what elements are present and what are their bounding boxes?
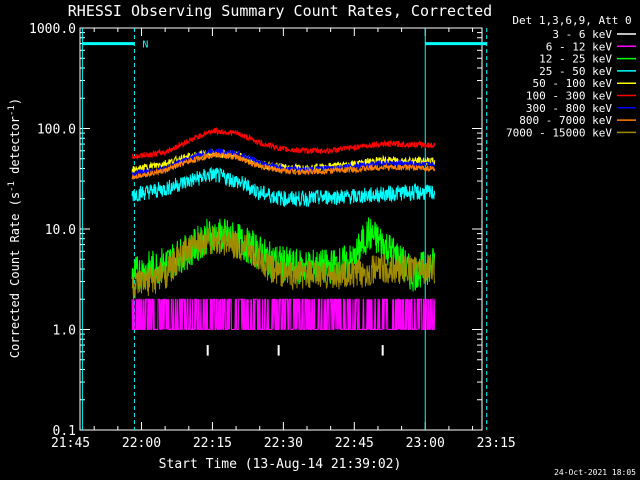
series-line: [131, 147, 436, 179]
annotation-label: N: [142, 40, 148, 51]
x-tick-label: 21:45: [51, 436, 90, 451]
y-tick-label: 1000.0: [29, 22, 76, 37]
legend-label: 3 - 6 keV: [552, 28, 612, 41]
legend-label: 12 - 25 keV: [539, 53, 612, 66]
y-axis-label-sup: -1: [7, 105, 17, 116]
legend-label: 100 - 300 keV: [526, 90, 612, 103]
series-line: [131, 166, 436, 208]
series-line: [131, 151, 436, 180]
legend-label: 25 - 50 keV: [539, 65, 612, 78]
y-axis-label-part: Corrected Count Rate (s: [8, 192, 22, 358]
x-tick-label: 22:15: [193, 436, 232, 451]
legend-label: 7000 - 15000 keV: [506, 126, 612, 139]
plot-area: 0.1 1.0 10.0 100.0 1000.0 21:45 22:00 22:15 22:3…: [29, 22, 516, 451]
legend-label: 300 - 800 keV: [526, 102, 612, 115]
x-axis-label: Start Time (13-Aug-14 21:39:02): [159, 457, 402, 472]
y-axis-label-sup: -1: [7, 181, 17, 192]
x-tick-label: 22:00: [122, 436, 161, 451]
x-tick-label: 23:15: [477, 436, 516, 451]
series-line: [131, 126, 436, 161]
footer-timestamp: 24-Oct-2021 18:05: [554, 468, 636, 477]
plot-frame: [79, 27, 483, 431]
legend-label: 800 - 7000 keV: [519, 114, 612, 127]
y-axis-label: Corrected Count Rate (s-1 detector-1): [7, 98, 22, 358]
y-tick-label: 1.0: [53, 324, 76, 339]
x-tick-label: 22:45: [335, 436, 374, 451]
series-line: [131, 298, 436, 330]
x-tick-label: 22:30: [264, 436, 303, 451]
y-axis-label-part: detector: [8, 116, 22, 181]
legend-title: Det 1,3,6,9, Att 0: [512, 14, 631, 27]
legend-label: 50 - 100 keV: [533, 77, 613, 90]
y-tick-label: 10.0: [45, 223, 76, 238]
y-tick-label: 0.1: [53, 424, 76, 439]
series-line: [131, 226, 436, 300]
legend-label: 6 - 12 keV: [546, 40, 613, 53]
chart-title: RHESSI Observing Summary Count Rates, Co…: [68, 2, 492, 20]
x-tick-label: 23:00: [406, 436, 445, 451]
y-axis-label-part: ): [8, 98, 22, 105]
y-tick-label: 100.0: [37, 123, 76, 138]
